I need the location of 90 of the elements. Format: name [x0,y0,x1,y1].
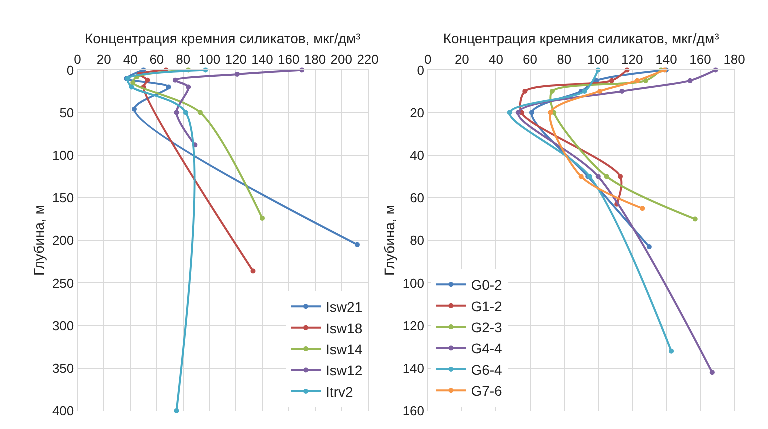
x-tick-label: 140 [656,52,678,67]
legend-label: Isw18 [326,320,363,336]
point [354,242,360,248]
y-tick-label: 350 [52,360,74,376]
legend-label: G2-3 [471,320,503,336]
x-tick-label: 40 [123,52,138,67]
x-tick-label: 80 [176,52,191,67]
y-tick-label: 80 [410,233,425,248]
legend-label: Isw12 [326,362,363,379]
legend-label: Isw14 [326,342,363,358]
point [529,110,534,116]
legend-label: G4-4 [471,340,503,357]
y-tick-label: 0 [66,62,74,78]
x-tick-label: 140 [252,52,274,67]
y-tick-label: 150 [52,190,74,206]
point [578,174,584,180]
point [692,216,698,222]
point [250,268,256,274]
x-axis-title: Концентрация кремния силикатов, мкг/дм³ [84,30,362,47]
point [688,78,693,84]
y-tick-label: 0 [417,62,425,78]
y-axis-title: Глубина, м [31,205,48,276]
point [234,72,240,77]
point [646,244,652,250]
point [582,88,588,94]
point [522,88,528,94]
point [640,206,646,212]
x-axis-title: Концентрация кремния силикатов, мкг/дм³ [443,30,720,47]
x-tick-label: 20 [454,52,470,67]
legend-label: G0-2 [471,277,503,294]
legend-label: G1-2 [471,298,503,314]
point [604,174,610,180]
x-tick-label: 100 [198,52,221,67]
x-tick-label: 180 [724,52,746,67]
y-tick-label: 250 [52,276,74,291]
point [172,78,178,83]
y-tick-label: 20 [410,105,425,120]
x-tick-label: 40 [489,52,504,67]
point [620,88,625,94]
x-tick-label: 120 [225,52,247,67]
point [129,84,134,90]
y-tick-label: 400 [52,404,74,419]
point [166,84,172,90]
point [145,78,150,83]
legend-label: G6-4 [471,362,503,378]
legend-label: G7-6 [471,383,503,400]
y-tick-label: 140 [402,360,425,376]
point [260,216,265,221]
point [183,110,188,116]
point [548,110,554,116]
point [618,174,623,180]
point [710,370,715,376]
y-tick-label: 300 [52,318,74,334]
y-axis-title: Глубина, м [381,205,398,276]
y-tick-label: 120 [402,318,425,334]
x-tick-label: 200 [330,52,353,67]
point [516,110,521,116]
point [132,106,137,112]
x-tick-label: 220 [357,52,379,67]
x-tick-label: 60 [523,52,538,67]
y-tick-label: 100 [52,148,74,163]
x-tick-label: 60 [150,52,164,67]
x-tick-label: 160 [690,52,712,67]
point [174,110,180,116]
point [609,78,614,84]
point [186,84,192,90]
point [644,78,649,84]
point [198,110,203,116]
point [635,78,640,84]
x-tick-label: 160 [278,52,300,67]
x-tick-label: 80 [557,52,572,67]
point [130,80,136,86]
point [598,88,603,94]
y-tick-label: 40 [410,148,425,163]
y-tick-label: 50 [60,105,74,120]
legend-label: Itrv2 [326,384,354,400]
point [174,408,180,414]
point [596,174,601,180]
y-tick-label: 160 [402,404,425,419]
y-tick-label: 60 [410,190,425,206]
x-tick-label: 120 [622,52,644,67]
y-tick-label: 200 [52,233,74,248]
x-tick-label: 20 [96,52,112,67]
point [507,110,512,116]
x-tick-label: 100 [588,52,610,67]
x-tick-label: 180 [304,52,326,67]
legend-label: Isw21 [326,299,363,316]
y-tick-label: 100 [402,276,425,291]
point [669,348,674,354]
point [550,88,555,94]
